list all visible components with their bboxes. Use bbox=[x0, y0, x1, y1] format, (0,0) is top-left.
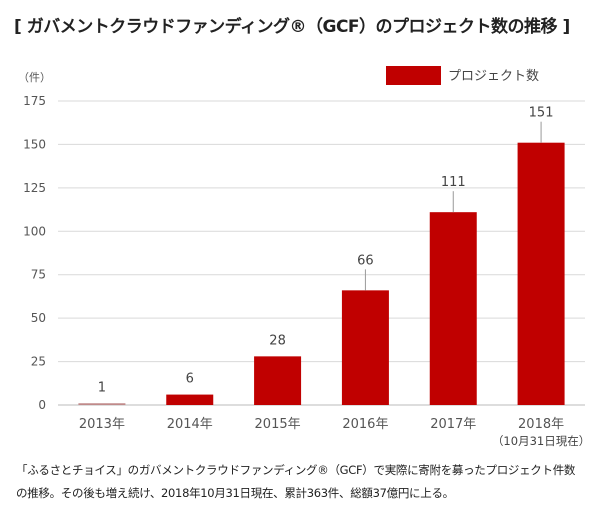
data-label: 66 bbox=[357, 253, 374, 268]
bar bbox=[517, 142, 565, 406]
bar bbox=[166, 394, 214, 405]
x-tick-label: 2013年 bbox=[79, 417, 125, 432]
x-tick-sublabel: （10月31日現在） bbox=[492, 434, 590, 448]
data-label: 151 bbox=[529, 106, 554, 121]
data-label: 6 bbox=[186, 372, 194, 387]
y-tick-label: 175 bbox=[23, 94, 46, 108]
y-tick-label: 125 bbox=[23, 181, 46, 195]
x-tick-label: 2017年 bbox=[430, 417, 476, 432]
bar bbox=[78, 403, 126, 405]
y-tick-label: 25 bbox=[31, 355, 46, 369]
legend-label: プロジェクト数 bbox=[448, 69, 539, 84]
chart-title: [ ガバメントクラウドファンディング®（GCF）のプロジェクト数の推移 ] bbox=[14, 17, 570, 37]
legend-swatch bbox=[386, 66, 441, 85]
x-tick-label: 2015年 bbox=[255, 417, 301, 432]
bar-chart: 0 25 50 75 100 125 150 175 （件） プロジェクト数 1 2013年 6 2014… bbox=[18, 66, 590, 448]
data-label: 28 bbox=[269, 333, 286, 348]
bar bbox=[341, 290, 389, 405]
caption-line-2: の推移。その後も増え続け、2018年10月31日現在、累計363件、総額37億円… bbox=[16, 486, 454, 500]
y-tick-label: 50 bbox=[31, 311, 46, 325]
x-tick-label: 2018年 bbox=[518, 417, 564, 432]
y-tick-label: 75 bbox=[31, 268, 46, 282]
y-tick-label: 0 bbox=[38, 398, 46, 412]
x-tick-label: 2014年 bbox=[167, 417, 213, 432]
y-tick-label: 150 bbox=[23, 137, 46, 151]
data-label: 1 bbox=[98, 380, 106, 395]
caption-line-1: 「ふるさとチョイス」のガバメントクラウドファンディング®（GCF）で実際に寄附を… bbox=[16, 463, 576, 477]
bar bbox=[429, 212, 477, 405]
data-label: 111 bbox=[441, 175, 466, 190]
y-axis-label: （件） bbox=[18, 71, 51, 84]
bar bbox=[254, 356, 302, 405]
x-tick-label: 2016年 bbox=[342, 417, 388, 432]
y-tick-label: 100 bbox=[23, 224, 46, 238]
